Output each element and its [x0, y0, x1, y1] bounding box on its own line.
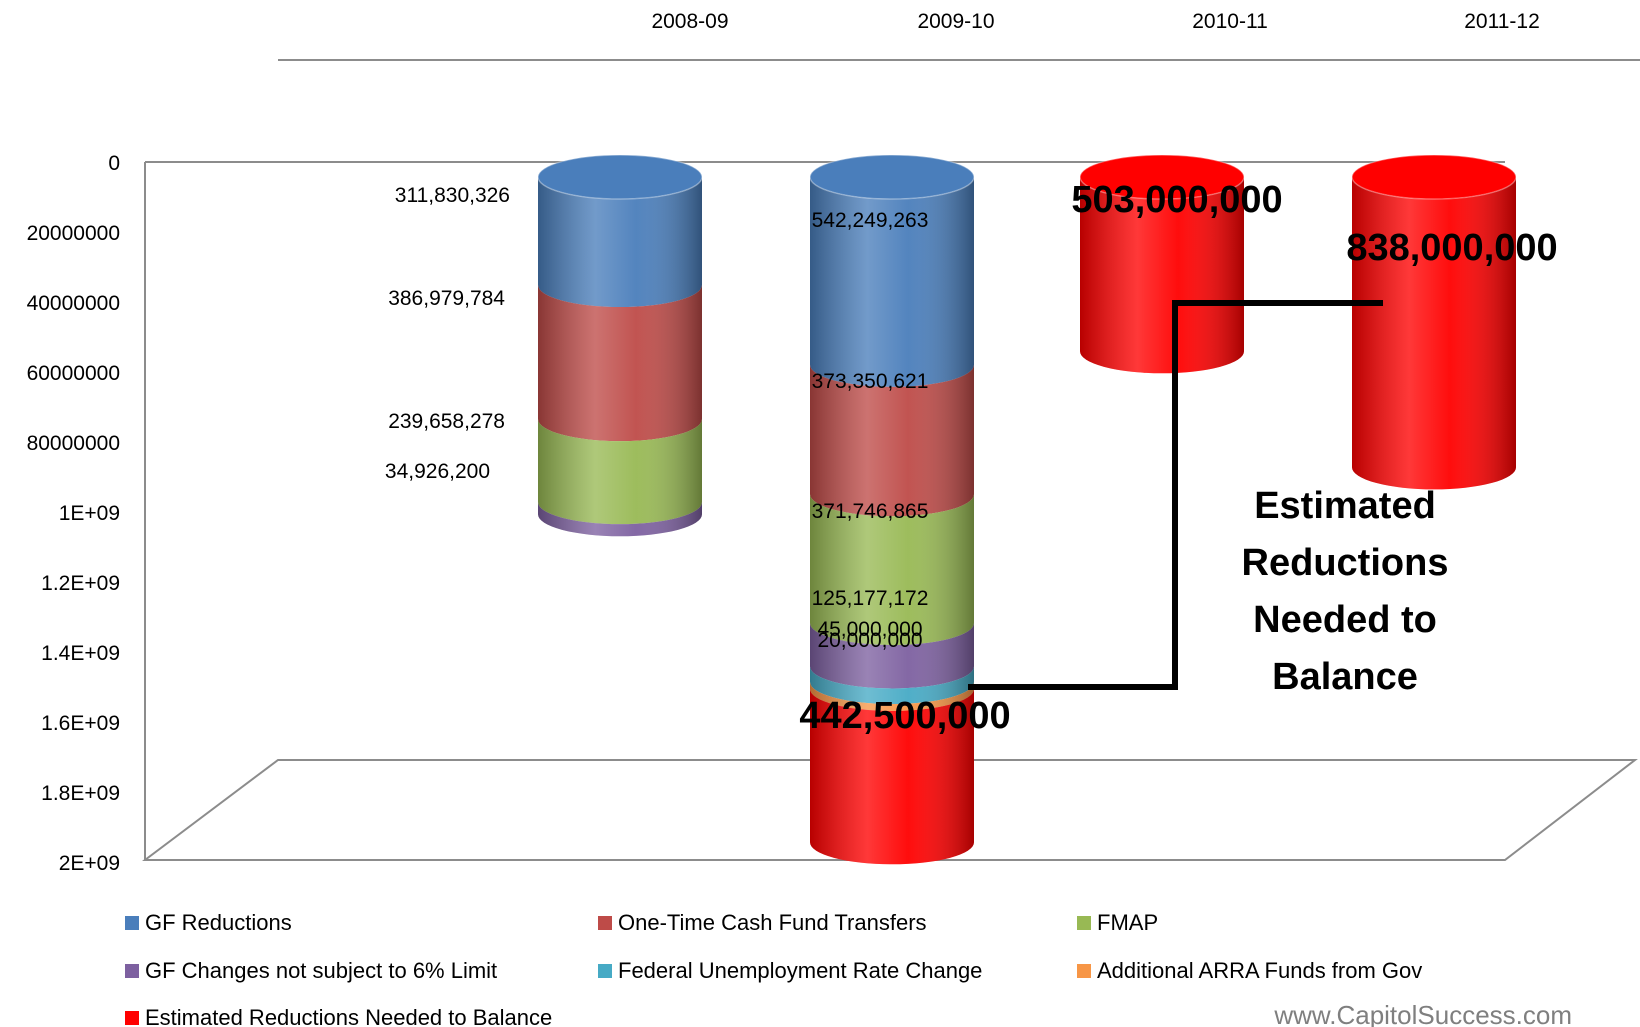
bar-segment: [1080, 177, 1244, 374]
legend-label: Estimated Reductions Needed to Balance: [145, 1005, 552, 1027]
bar-segment: [810, 682, 974, 711]
bar-segment: [538, 285, 702, 442]
y-tick-label: 20000000: [27, 222, 120, 245]
legend-item: Federal Unemployment Rate Change: [598, 958, 982, 983]
x-tick-label: 2009-10: [917, 10, 994, 33]
bar-segment: [1352, 177, 1516, 490]
data-label: 442,500,000: [799, 695, 1010, 737]
data-label: 125,177,172: [812, 587, 929, 610]
bar-segment: [810, 494, 974, 646]
legend-swatch: [1077, 964, 1091, 978]
legend-swatch: [1077, 916, 1091, 930]
legend: GF Reductions One-Time Cash Fund Transfer…: [125, 910, 1422, 1027]
legend-item: One-Time Cash Fund Transfers: [598, 910, 927, 935]
data-label: 45,000,000: [817, 618, 922, 641]
legend-label: GF Changes not subject to 6% Limit: [145, 958, 497, 983]
x-axis: 2008-09 2009-10 2010-11 2011-12: [651, 10, 1539, 33]
data-label: 838,000,000: [1346, 227, 1557, 269]
legend-item: Additional ARRA Funds from Gov: [1077, 958, 1422, 983]
legend-swatch: [125, 964, 139, 978]
bar-segment: [538, 419, 702, 525]
legend-item: GF Changes not subject to 6% Limit: [125, 958, 497, 983]
bar-top-cap: [809, 154, 975, 200]
bar-top-cap: [1079, 154, 1245, 200]
data-label: 371,746,865: [812, 500, 929, 523]
annotation-line: Reductions: [1242, 542, 1449, 584]
bar-segment: [810, 623, 974, 689]
bar-segment: [810, 688, 974, 865]
bar-segment: [810, 177, 974, 387]
legend-swatch: [598, 916, 612, 930]
legend-item: FMAP: [1077, 910, 1158, 935]
legend-label: One-Time Cash Fund Transfers: [618, 910, 927, 935]
y-axis: 0 20000000 40000000 60000000 80000000 1E+09 1.…: [27, 152, 120, 875]
legend-item: GF Reductions: [125, 910, 292, 935]
x-tick-label: 2008-09: [651, 10, 728, 33]
y-tick-label: 1.8E+09: [41, 782, 120, 805]
legend-item: Estimated Reductions Needed to Balance: [125, 1005, 552, 1027]
y-tick-label: 0: [108, 152, 120, 175]
y-tick-label: 1.2E+09: [41, 572, 120, 595]
data-label: 373,350,621: [812, 370, 929, 393]
legend-label: Federal Unemployment Rate Change: [618, 958, 982, 983]
y-tick-label: 60000000: [27, 362, 120, 385]
bar-segment: [538, 502, 702, 537]
bars: [537, 154, 1517, 865]
data-label: 503,000,000: [1071, 179, 1282, 221]
data-label: 542,249,263: [812, 209, 929, 232]
bar-segment: [538, 177, 702, 308]
y-tick-label: 1.4E+09: [41, 642, 120, 665]
y-tick-label: 2E+09: [59, 852, 120, 875]
data-label: 386,979,784: [388, 287, 505, 310]
data-labels: 311,830,326 386,979,784 239,658,278 34,926,…: [385, 179, 1558, 737]
data-label: 311,830,326: [395, 184, 510, 207]
legend-label: FMAP: [1097, 910, 1158, 935]
annotation-line: Estimated: [1254, 485, 1436, 527]
bar-top-cap: [1351, 154, 1517, 200]
data-label: 20,000,000: [817, 629, 922, 652]
x-tick-label: 2010-11: [1192, 10, 1268, 33]
x-tick-label: 2011-12: [1464, 10, 1540, 33]
legend-swatch: [598, 964, 612, 978]
annotation-line: Balance: [1272, 656, 1418, 698]
y-tick-label: 1E+09: [59, 502, 120, 525]
connector-line: [968, 300, 1383, 690]
legend-label: Additional ARRA Funds from Gov: [1097, 958, 1422, 983]
y-tick-label: 80000000: [27, 432, 120, 455]
annotation: Estimated Reductions Needed to Balance: [1242, 485, 1449, 698]
footer-text: www.CapitolSuccess.com: [1273, 1000, 1572, 1027]
legend-swatch: [125, 1011, 139, 1025]
data-label: 239,658,278: [388, 410, 505, 433]
data-label: 34,926,200: [385, 460, 490, 483]
bar-top-cap: [537, 154, 703, 200]
legend-label: GF Reductions: [145, 910, 292, 935]
y-tick-label: 40000000: [27, 292, 120, 315]
bar-segment: [810, 364, 974, 517]
annotation-line: Needed to: [1253, 599, 1437, 641]
legend-swatch: [125, 916, 139, 930]
bar-segment: [810, 666, 974, 705]
y-tick-label: 1.6E+09: [41, 712, 120, 735]
